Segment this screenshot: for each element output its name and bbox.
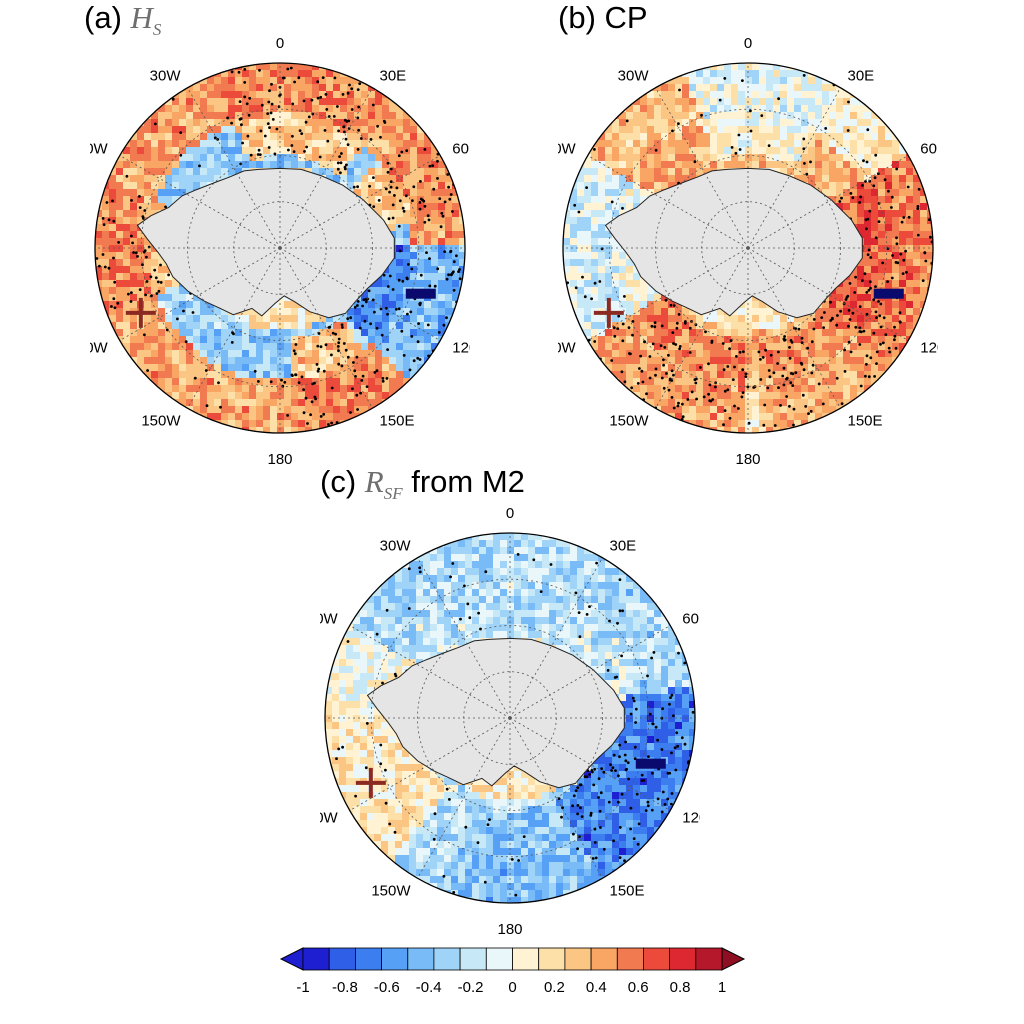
panel-b-label: (b) CP	[558, 0, 648, 35]
panel-c-antarctica	[366, 637, 625, 789]
panel-b-antarctica	[604, 167, 863, 319]
lon-label-30e: 30E	[380, 68, 407, 85]
lon-label-120e: 120E	[682, 810, 700, 827]
colorbar-tick-label: 0.2	[544, 979, 565, 996]
lon-label-150e: 150E	[380, 412, 415, 429]
colorbar-swatch	[695, 947, 723, 971]
colorbar-tick-label: 1	[718, 979, 726, 996]
panel-a-graticule	[95, 63, 465, 433]
lon-label-60e: 60E	[452, 141, 470, 158]
colorbar-tick-label: 0.8	[670, 979, 691, 996]
colorbar-tick-label: -0.2	[458, 979, 484, 996]
panel-a-map: 030E60E90E120E150E180150W120W90W60W30W	[50, 35, 506, 468]
colorbar-tick-label: 0	[508, 979, 516, 996]
panel-c-stippling	[335, 553, 695, 897]
colorbar-max-arrow	[721, 947, 746, 971]
panel-a-title: (a) HS	[84, 0, 161, 40]
panel-a-symbol: HS	[130, 0, 162, 40]
lon-label-150w: 150W	[371, 882, 411, 899]
lon-label-30w: 30W	[150, 68, 182, 85]
panel-a-border	[94, 62, 466, 434]
colorbar-swatch	[302, 947, 330, 971]
colorbar-swatch	[354, 947, 382, 971]
colorbar-swatch	[328, 947, 356, 971]
panel-b-map: 030E60E90E120E150E180150W120W90W60W30W	[518, 35, 974, 468]
colorbar-swatch	[485, 947, 513, 971]
panel-c-graticule	[325, 533, 695, 903]
panel-c-border	[324, 532, 696, 904]
panel-c-map: 030E60E90E120E150E180150W120W90W60W30W	[280, 505, 736, 938]
colorbar-swatch	[512, 947, 540, 971]
lon-label-180: 180	[735, 451, 760, 468]
colorbar-min-arrow	[279, 947, 304, 971]
panel-b-graticule	[563, 63, 933, 433]
lon-label-180: 180	[497, 921, 522, 938]
colorbar-swatch	[433, 947, 461, 971]
lon-label-30w: 30W	[380, 538, 412, 555]
colorbar-tick-label: -0.8	[332, 979, 358, 996]
colorbar-swatch	[538, 947, 566, 971]
colorbar-swatch	[616, 947, 644, 971]
panel-b: (b) CP 030E60E90E120E150E180150W120W90W6…	[518, 0, 974, 468]
colorbar-swatch	[590, 947, 618, 971]
panel-a-antarctica	[136, 167, 395, 319]
lon-label-120w: 120W	[320, 810, 339, 827]
lon-label-150w: 150W	[609, 412, 649, 429]
lon-label-120w: 120W	[90, 340, 109, 357]
lon-label-30w: 30W	[618, 68, 650, 85]
lon-label-30e: 30E	[848, 68, 875, 85]
colorbar-tick-label: -1	[296, 979, 309, 996]
minus-marker-icon	[635, 758, 666, 769]
panel-c-label: (c)	[320, 464, 365, 499]
colorbar-tick-label: -0.4	[416, 979, 442, 996]
colorbar-tick-label: 0.6	[628, 979, 649, 996]
panel-c-symbol: RSF	[364, 464, 403, 504]
colorbar-swatch	[643, 947, 671, 971]
lon-label-60e: 60E	[682, 611, 700, 628]
panel-b-title: (b) CP	[558, 0, 648, 40]
panel-a-label: (a)	[84, 0, 131, 35]
minus-marker-icon	[405, 288, 436, 299]
lon-label-0: 0	[276, 38, 284, 52]
minus-marker-icon	[873, 288, 904, 299]
colorbar-swatch	[407, 947, 435, 971]
panel-b-stippling	[566, 74, 933, 427]
lon-label-150e: 150E	[848, 412, 883, 429]
lon-label-120e: 120E	[452, 340, 470, 357]
panel-c: (c) RSF from M2 030E60E90E120E150E180150…	[280, 464, 736, 938]
panel-b-border	[562, 62, 934, 434]
lon-label-60w: 60W	[90, 141, 109, 158]
lon-label-30e: 30E	[610, 538, 637, 555]
plus-marker-icon	[593, 297, 624, 328]
lon-label-150e: 150E	[610, 882, 645, 899]
colorbar-tick-label: -0.6	[374, 979, 400, 996]
panel-c-field	[325, 533, 695, 903]
lon-label-120w: 120W	[558, 340, 577, 357]
lon-label-60w: 60W	[320, 611, 339, 628]
lon-label-60e: 60E	[920, 141, 938, 158]
plus-marker-icon	[355, 767, 386, 798]
lon-label-180: 180	[267, 451, 292, 468]
colorbar-tick-label: 0.4	[586, 979, 607, 996]
panel-a: (a) HS 030E60E90E120E150E180150W120W90W6…	[50, 0, 506, 468]
colorbar-swatch	[669, 947, 697, 971]
plus-marker-icon	[125, 297, 156, 328]
colorbar-swatch	[564, 947, 592, 971]
lon-label-0: 0	[506, 508, 514, 522]
lon-label-120e: 120E	[920, 340, 938, 357]
colorbar-swatch	[381, 947, 409, 971]
lon-label-150w: 150W	[141, 412, 181, 429]
panel-c-title: (c) RSF from M2	[320, 464, 525, 504]
colorbar-swatch	[459, 947, 487, 971]
lon-label-0: 0	[744, 38, 752, 52]
lon-label-60w: 60W	[558, 141, 577, 158]
